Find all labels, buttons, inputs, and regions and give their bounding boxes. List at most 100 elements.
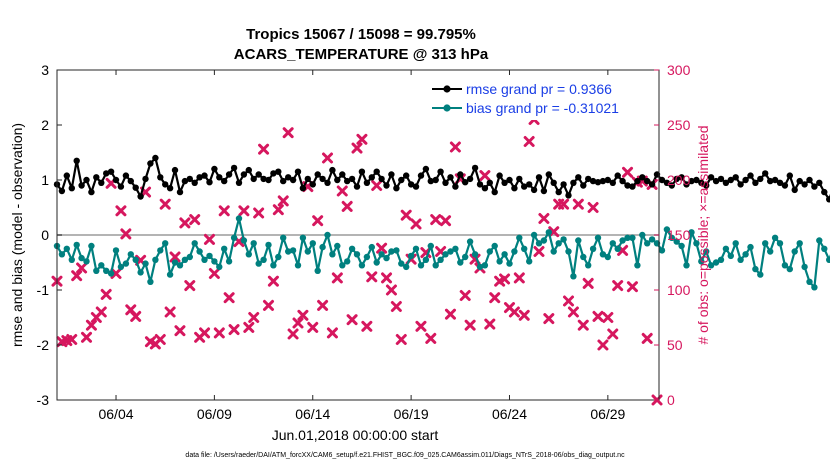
obs-marker-stroke bbox=[381, 272, 393, 284]
bias-point bbox=[762, 240, 769, 247]
obs-count-point bbox=[518, 309, 530, 321]
bias-point bbox=[644, 240, 651, 247]
rmse-point bbox=[152, 154, 159, 162]
bias-point bbox=[358, 262, 366, 269]
obs-count-point bbox=[602, 312, 614, 323]
rmse-point bbox=[589, 177, 597, 185]
obs-marker-stroke bbox=[154, 334, 166, 345]
bias-point bbox=[191, 240, 198, 247]
chart-title-line-1: Tropics 15067 / 15098 = 99.795% bbox=[246, 26, 476, 43]
rmse-point bbox=[791, 186, 798, 194]
bias-point bbox=[555, 240, 562, 247]
rmse-point bbox=[462, 179, 469, 186]
obs-count-point bbox=[317, 299, 329, 311]
rmse-point bbox=[407, 181, 415, 188]
rmse-point bbox=[181, 177, 189, 185]
bias-point bbox=[319, 243, 326, 251]
obs-marker-stroke bbox=[253, 207, 265, 219]
y-left-tick-label: 1 bbox=[41, 172, 49, 188]
obs-marker-stroke bbox=[440, 215, 452, 227]
rmse-point bbox=[88, 188, 95, 196]
obs-marker-stroke bbox=[184, 280, 196, 292]
rmse-point bbox=[526, 181, 533, 188]
rmse-point bbox=[304, 175, 311, 183]
rmse-point bbox=[132, 184, 139, 191]
bias-point bbox=[471, 251, 479, 258]
obs-marker-stroke bbox=[71, 270, 83, 282]
rmse-point bbox=[619, 177, 626, 185]
bias-point bbox=[225, 258, 233, 265]
obs-count-point bbox=[203, 233, 215, 245]
bias-series bbox=[53, 215, 830, 291]
bias-point bbox=[289, 247, 297, 254]
obs-count-point bbox=[543, 313, 555, 325]
obs-marker-stroke bbox=[607, 328, 619, 340]
bias-point bbox=[781, 262, 789, 269]
obs-marker-stroke bbox=[120, 228, 132, 240]
rmse-point bbox=[762, 170, 769, 177]
legend-rmse-label: rmse grand pr = 0.9366 bbox=[466, 81, 612, 97]
bias-point bbox=[63, 245, 70, 252]
rmse-point bbox=[348, 175, 356, 183]
bias-point bbox=[791, 248, 798, 255]
bias-point bbox=[398, 260, 405, 267]
rmse-point bbox=[466, 175, 474, 183]
x-axis: 06/04 06/09 06/14 06/19 06/24 06/29 bbox=[98, 70, 626, 422]
legend-bias-marker bbox=[443, 104, 451, 112]
bias-point bbox=[221, 245, 228, 252]
obs-marker-stroke bbox=[331, 272, 343, 284]
bias-point bbox=[427, 242, 434, 250]
obs-marker-stroke bbox=[361, 320, 373, 332]
rmse-point bbox=[78, 182, 85, 189]
obs-marker-stroke bbox=[449, 141, 461, 153]
bias-point bbox=[575, 237, 582, 244]
rmse-point bbox=[442, 179, 449, 186]
bias-point bbox=[752, 265, 759, 273]
obs-count-point bbox=[159, 198, 171, 210]
y-right-tick-label: 50 bbox=[667, 337, 683, 353]
rmse-point bbox=[535, 174, 543, 181]
footer-data-file: data file: /Users/raeder/DAI/ATM_forcXX/… bbox=[185, 452, 625, 459]
bias-point bbox=[388, 248, 395, 255]
obs-marker-stroke bbox=[390, 301, 402, 312]
rmse-point bbox=[417, 172, 425, 179]
rmse-point bbox=[294, 168, 302, 175]
rmse-point bbox=[457, 171, 464, 178]
chart-title-line-2: ACARS_TEMPERATURE @ 313 hPa bbox=[234, 46, 489, 63]
rmse-point bbox=[68, 185, 76, 192]
obs-count-point bbox=[577, 319, 589, 331]
rmse-point bbox=[668, 182, 675, 189]
obs-count-point bbox=[326, 327, 338, 339]
obs-count-point bbox=[430, 214, 442, 226]
rmse-point bbox=[570, 179, 577, 186]
bias-point bbox=[722, 245, 730, 252]
rmse-point bbox=[811, 183, 818, 190]
rmse-point bbox=[255, 171, 262, 178]
legend: rmse grand pr = 0.9366 bias grand pr = -… bbox=[427, 78, 653, 120]
bias-point bbox=[304, 248, 311, 255]
obs-count-point bbox=[612, 280, 624, 292]
bias-point bbox=[255, 260, 262, 267]
bias-point bbox=[412, 245, 420, 252]
obs-marker-stroke bbox=[469, 253, 481, 265]
obs-count-point bbox=[262, 299, 274, 311]
bias-point bbox=[481, 262, 489, 269]
bias-point bbox=[821, 245, 828, 252]
obs-count-point bbox=[567, 306, 579, 318]
rmse-point bbox=[594, 179, 602, 186]
rmse-point bbox=[776, 179, 784, 186]
rmse-point bbox=[427, 177, 434, 185]
obs-marker-stroke bbox=[425, 332, 437, 344]
obs-count-point bbox=[523, 136, 535, 147]
rmse-point bbox=[142, 175, 149, 183]
bias-point bbox=[127, 251, 134, 258]
rmse-point bbox=[678, 174, 685, 181]
bias-point bbox=[668, 234, 675, 241]
obs-count-point bbox=[223, 292, 235, 304]
bias-point bbox=[171, 259, 179, 266]
rmse-point bbox=[516, 175, 523, 183]
rmse-point bbox=[289, 176, 297, 184]
rmse-point bbox=[275, 168, 282, 175]
obs-marker-stroke bbox=[258, 143, 270, 155]
obs-count-point bbox=[410, 218, 422, 230]
